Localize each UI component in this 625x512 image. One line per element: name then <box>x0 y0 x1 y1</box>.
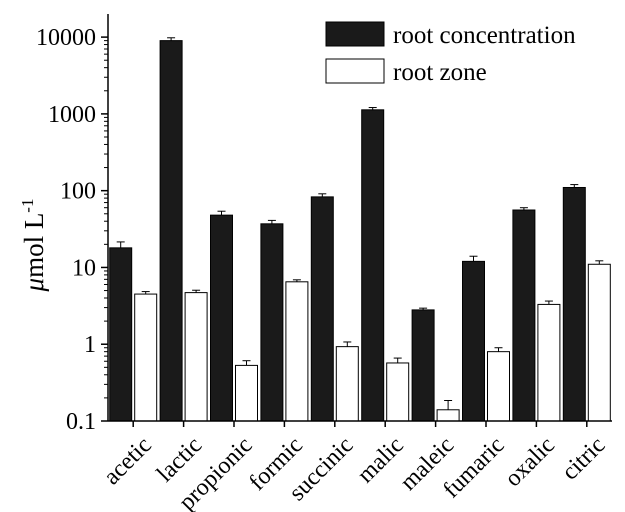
bar-root-zone-acetic <box>134 293 158 422</box>
bar-root-concentration-succinic <box>310 196 334 422</box>
bar-root-zone-lactic <box>184 292 208 422</box>
bar-root-concentration-citric <box>562 186 586 422</box>
bar-root-zone-oxalic <box>537 303 561 422</box>
bar-root-zone-formic <box>285 281 309 422</box>
bar-root-zone-propionic <box>235 364 258 422</box>
y-tick-label: 10000 <box>36 25 96 51</box>
y-axis-label-exponent: -1 <box>18 199 37 213</box>
x-tick-label-oxalic: oxalic <box>500 432 560 492</box>
bar-root-zone-maleic <box>436 409 460 422</box>
y-axis-label: μmol L-1 <box>18 199 49 293</box>
legend: root concentration root zone <box>325 21 576 86</box>
bar-root-zone-citric <box>587 263 611 422</box>
bar-root-concentration-acetic <box>109 247 133 422</box>
y-axis-label-mu: μ <box>19 278 49 293</box>
bar-root-concentration-formic <box>260 223 284 422</box>
bar-root-zone-malic <box>386 362 410 422</box>
bar-root-zone-succinic <box>335 346 359 422</box>
legend-label-root-zone: root zone <box>393 59 487 86</box>
y-tick-label: 1 <box>84 332 96 358</box>
bar-root-concentration-lactic <box>159 40 183 422</box>
bar-root-concentration-propionic <box>210 214 233 422</box>
y-axis-label-unit: mol L <box>19 213 49 278</box>
x-tick-label-acetic: acetic <box>99 432 157 490</box>
bar-root-concentration-fumaric <box>462 260 485 422</box>
y-tick-label: 100 <box>60 179 96 205</box>
y-tick-label: 0.1 <box>66 409 96 435</box>
bar-root-concentration-malic <box>361 109 385 422</box>
x-tick-label-citric: citric <box>557 432 610 485</box>
legend-swatch-root-zone <box>325 58 385 84</box>
y-tick-label: 10 <box>72 255 96 281</box>
y-tick-label: 1000 <box>48 102 96 128</box>
bar-root-concentration-oxalic <box>512 209 536 422</box>
plot-area <box>109 37 611 422</box>
bar-root-zone-fumaric <box>487 351 510 422</box>
legend-label-root-concentration: root concentration <box>393 22 576 49</box>
legend-swatch-root-concentration <box>325 21 385 47</box>
bar-root-concentration-maleic <box>411 309 435 422</box>
